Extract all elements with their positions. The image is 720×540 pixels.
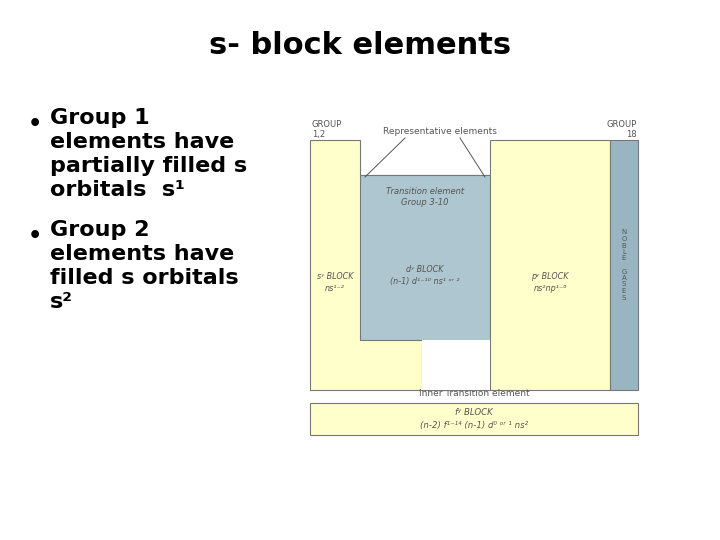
Text: Transition element
Group 3-10: Transition element Group 3-10 — [386, 187, 464, 207]
Text: partially filled s: partially filled s — [50, 156, 247, 176]
Text: elements have: elements have — [50, 132, 234, 152]
Text: •: • — [28, 114, 42, 134]
Text: elements have: elements have — [50, 244, 234, 264]
Bar — [610, 140, 638, 390]
Text: dʸ BLOCK
(n-1) d¹⁻¹⁰ ns¹ ᵒʳ ²: dʸ BLOCK (n-1) d¹⁻¹⁰ ns¹ ᵒʳ ² — [390, 265, 460, 286]
Text: GROUP
18: GROUP 18 — [607, 119, 637, 139]
Text: s²: s² — [50, 292, 73, 312]
Text: GROUP
1,2: GROUP 1,2 — [312, 119, 342, 139]
Text: sʸ BLOCK
ns¹⁻²: sʸ BLOCK ns¹⁻² — [317, 272, 354, 293]
Bar — [310, 403, 638, 435]
Text: filled s orbitals: filled s orbitals — [50, 268, 238, 288]
Text: Representative elements: Representative elements — [383, 127, 497, 136]
Text: Inner Transition element: Inner Transition element — [419, 389, 529, 398]
Text: orbitals  s¹: orbitals s¹ — [50, 180, 185, 200]
Text: fʸ BLOCK
(n-2) f¹⁻¹⁴ (n-1) d⁰ ᵒʳ ¹ ns²: fʸ BLOCK (n-2) f¹⁻¹⁴ (n-1) d⁰ ᵒʳ ¹ ns² — [420, 408, 528, 430]
Polygon shape — [310, 140, 610, 390]
Text: pʸ BLOCK
ns²np¹⁻⁶: pʸ BLOCK ns²np¹⁻⁶ — [531, 272, 569, 293]
Text: Group 1: Group 1 — [50, 108, 150, 128]
Text: N
O
B
L
E

G
A
S
E
S: N O B L E G A S E S — [621, 230, 626, 300]
Text: s- block elements: s- block elements — [209, 30, 511, 59]
Bar — [423, 340, 490, 390]
Text: •: • — [28, 226, 42, 246]
Polygon shape — [360, 175, 490, 390]
Text: Group 2: Group 2 — [50, 220, 150, 240]
